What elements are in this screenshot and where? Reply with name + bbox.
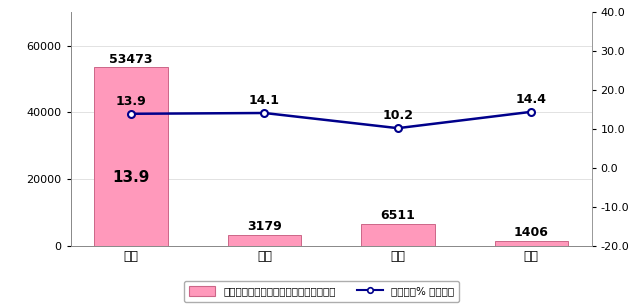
Legend: 累计完成软件业务收入（亿元）（左轴）, 累计增速% （右轴）: 累计完成软件业务收入（亿元）（左轴）, 累计增速% （右轴） [184,281,459,302]
Text: 6511: 6511 [381,209,415,222]
Bar [228,235,301,246]
Bar [95,67,168,246]
Bar [494,241,568,246]
Text: 13.9: 13.9 [113,170,150,185]
Text: 1406: 1406 [514,226,548,239]
Text: 53473: 53473 [109,53,153,66]
Text: 13.9: 13.9 [116,95,147,108]
Text: 10.2: 10.2 [383,109,413,122]
Text: 3179: 3179 [247,220,282,233]
Bar [361,224,435,246]
Text: 14.1: 14.1 [249,94,280,107]
Text: 14.4: 14.4 [516,93,547,106]
